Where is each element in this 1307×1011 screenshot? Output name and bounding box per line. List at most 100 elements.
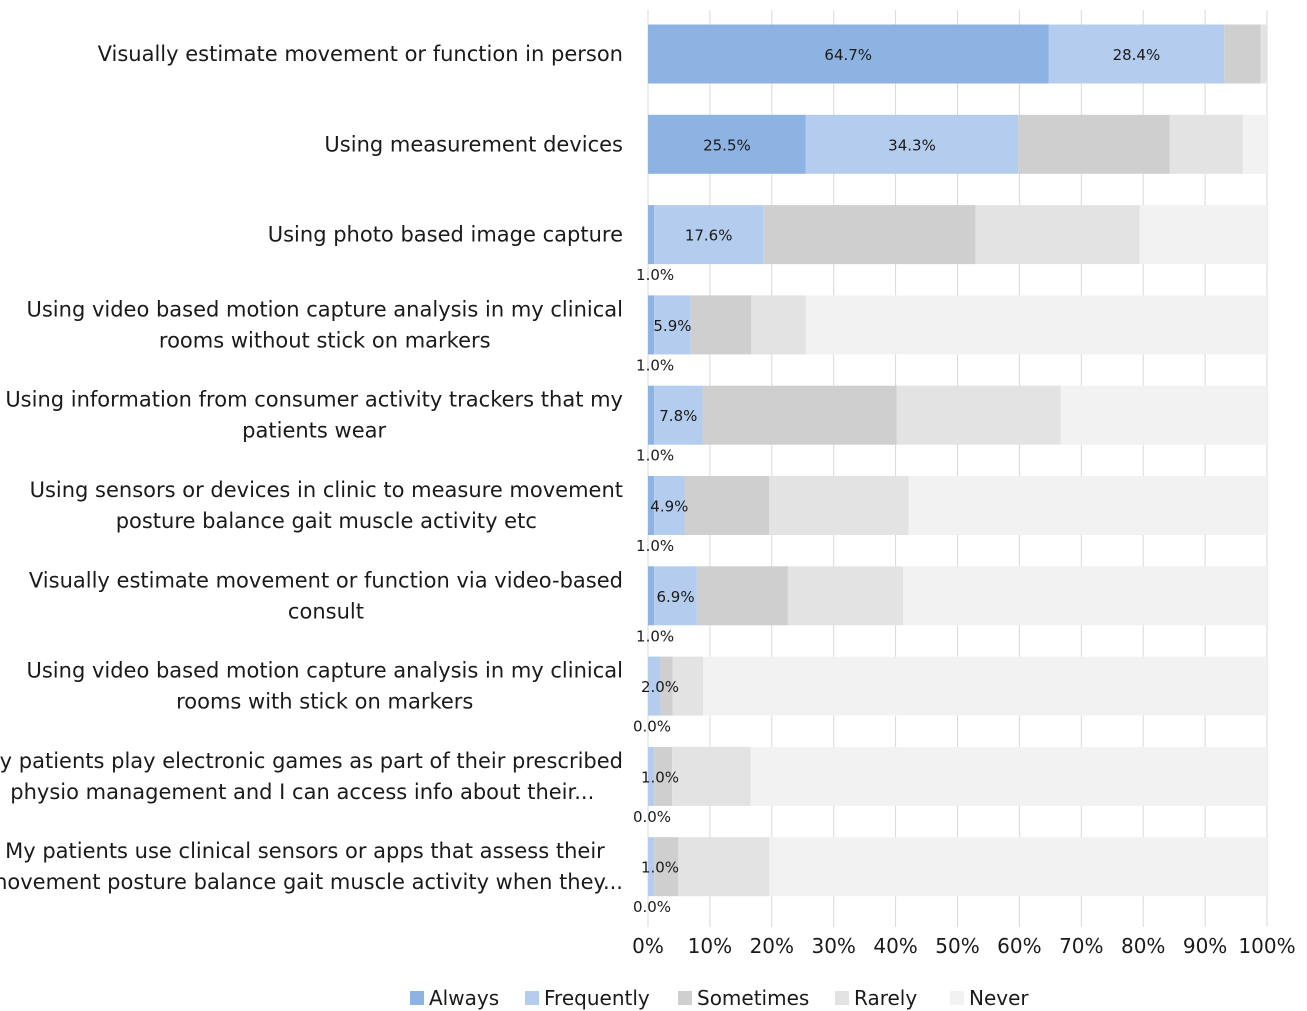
x-tick-label: 60% <box>997 934 1041 958</box>
data-label: 25.5% <box>703 136 751 154</box>
data-label: 0.0% <box>633 808 671 826</box>
category-label: Using video based motion capture analysi… <box>26 297 623 352</box>
bar-segment-always <box>648 295 655 355</box>
data-label: 1.0% <box>636 356 674 374</box>
legend-swatch-never <box>950 991 964 1005</box>
bar-segment-rarely <box>787 566 904 626</box>
x-tick-label: 20% <box>750 934 794 958</box>
bar-segment-frequently <box>648 656 661 716</box>
bar-segment-frequently <box>654 205 764 265</box>
bar-segment-frequently <box>805 114 1019 174</box>
legend-swatch-frequently <box>525 991 539 1005</box>
bar-segment-rarely <box>672 656 704 716</box>
bar-segment-rarely <box>975 205 1140 265</box>
data-label: 34.3% <box>888 136 936 154</box>
bar-segment-always <box>648 24 1049 84</box>
x-tick-label: 90% <box>1183 934 1227 958</box>
data-label: 5.9% <box>653 317 691 335</box>
bar-segment-frequently <box>648 746 655 806</box>
category-label: Using sensors or devices in clinic to me… <box>30 478 623 533</box>
category-label: Using information from consumer activity… <box>5 388 623 443</box>
data-labels: 64.7% 28.4% 25.5% 34.3% 17.6% 1.0% 5.9% 1.0% 7.8… <box>633 46 1160 916</box>
bar-segment-never <box>903 566 1267 626</box>
data-label: 1.0% <box>641 768 679 786</box>
x-tick-label: 50% <box>935 934 979 958</box>
x-tick-label: 10% <box>688 934 732 958</box>
bar-segment-never <box>1242 114 1267 174</box>
category-labels: Visually estimate movement or function i… <box>0 42 623 894</box>
data-label: 1.0% <box>636 447 674 465</box>
data-label: 1.0% <box>641 859 679 877</box>
bar-segment-rarely <box>672 746 751 806</box>
data-label: 1.0% <box>636 627 674 645</box>
category-label: My patients play electronic games as par… <box>0 749 623 804</box>
bar-segment-frequently <box>654 476 685 535</box>
data-label: 4.9% <box>650 498 688 516</box>
bar-segment-frequently <box>654 566 697 626</box>
legend-label-sometimes: Sometimes <box>697 986 809 1010</box>
bar-segment-rarely <box>769 476 909 535</box>
x-tick-label: 100% <box>1238 934 1295 958</box>
bar-segment-rarely <box>678 837 770 897</box>
category-label: My patients use clinical sensors or apps… <box>0 839 623 894</box>
legend-label-always: Always <box>429 986 499 1010</box>
x-tick-label: 80% <box>1121 934 1165 958</box>
bar-segment-never <box>805 295 1267 355</box>
bar-segment-sometimes <box>684 476 770 535</box>
bar-segment-frequently <box>1048 24 1225 84</box>
bar-segment-rarely <box>1260 24 1267 84</box>
data-label: 0.0% <box>633 898 671 916</box>
bar-segment-never <box>1060 385 1267 445</box>
legend-swatch-always <box>410 991 424 1005</box>
legend-swatch-sometimes <box>678 991 692 1005</box>
bar-segment-sometimes <box>763 205 976 265</box>
x-tick-label: 0% <box>632 934 664 958</box>
bar-segment-never <box>1139 205 1267 265</box>
bar-segment-always <box>648 476 655 535</box>
data-label: 0.0% <box>633 718 671 736</box>
legend-swatch-rarely <box>835 991 849 1005</box>
category-label: Using photo based image capture <box>268 223 623 247</box>
bar-segment-always <box>648 205 655 265</box>
bar-segment-rarely <box>751 295 806 355</box>
bar-segment-never <box>703 656 1267 716</box>
data-label: 17.6% <box>685 227 733 245</box>
bar-segment-sometimes <box>690 295 752 355</box>
bar-segment-never <box>908 476 1267 535</box>
legend-label-rarely: Rarely <box>854 986 917 1010</box>
bar-segment-sometimes <box>696 566 788 626</box>
category-label: Visually estimate movement or function i… <box>98 42 623 66</box>
legend-label-frequently: Frequently <box>544 986 650 1010</box>
bar-segment-sometimes <box>654 837 679 897</box>
category-label: Visually estimate movement or function v… <box>29 568 623 623</box>
bar-segment-rarely <box>1169 114 1243 174</box>
data-label: 1.0% <box>636 537 674 555</box>
bar-segment-always <box>648 385 655 445</box>
bar-segment-frequently <box>654 385 703 445</box>
bar-segment-sometimes <box>1224 24 1261 84</box>
data-label: 6.9% <box>656 588 694 606</box>
bars <box>648 24 1267 897</box>
category-label: Using video based motion capture analysi… <box>26 659 623 714</box>
bar-segment-sometimes <box>702 385 897 445</box>
bar-segment-frequently <box>648 837 655 897</box>
bar-segment-sometimes <box>654 746 673 806</box>
data-label: 7.8% <box>659 407 697 425</box>
data-label: 1.0% <box>636 266 674 284</box>
x-tick-label: 70% <box>1059 934 1103 958</box>
bar-segment-never <box>769 837 1267 897</box>
bar-segment-always <box>648 566 655 626</box>
x-tick-label: 40% <box>873 934 917 958</box>
legend: Always Frequently Sometimes Rarely Never <box>410 986 1029 1010</box>
x-tick-label: 30% <box>811 934 855 958</box>
bar-segment-sometimes <box>660 656 673 716</box>
bar-segment-never <box>750 746 1267 806</box>
data-label: 2.0% <box>641 678 679 696</box>
category-label: Using measurement devices <box>324 132 623 156</box>
data-label: 28.4% <box>1113 46 1161 64</box>
x-axis-ticks: 0% 10% 20% 30% 40% 50% 60% 70% 80% 90% 100% <box>632 934 1295 958</box>
bar-segment-frequently <box>654 295 691 355</box>
data-label: 64.7% <box>824 46 872 64</box>
bar-segment-rarely <box>896 385 1061 445</box>
